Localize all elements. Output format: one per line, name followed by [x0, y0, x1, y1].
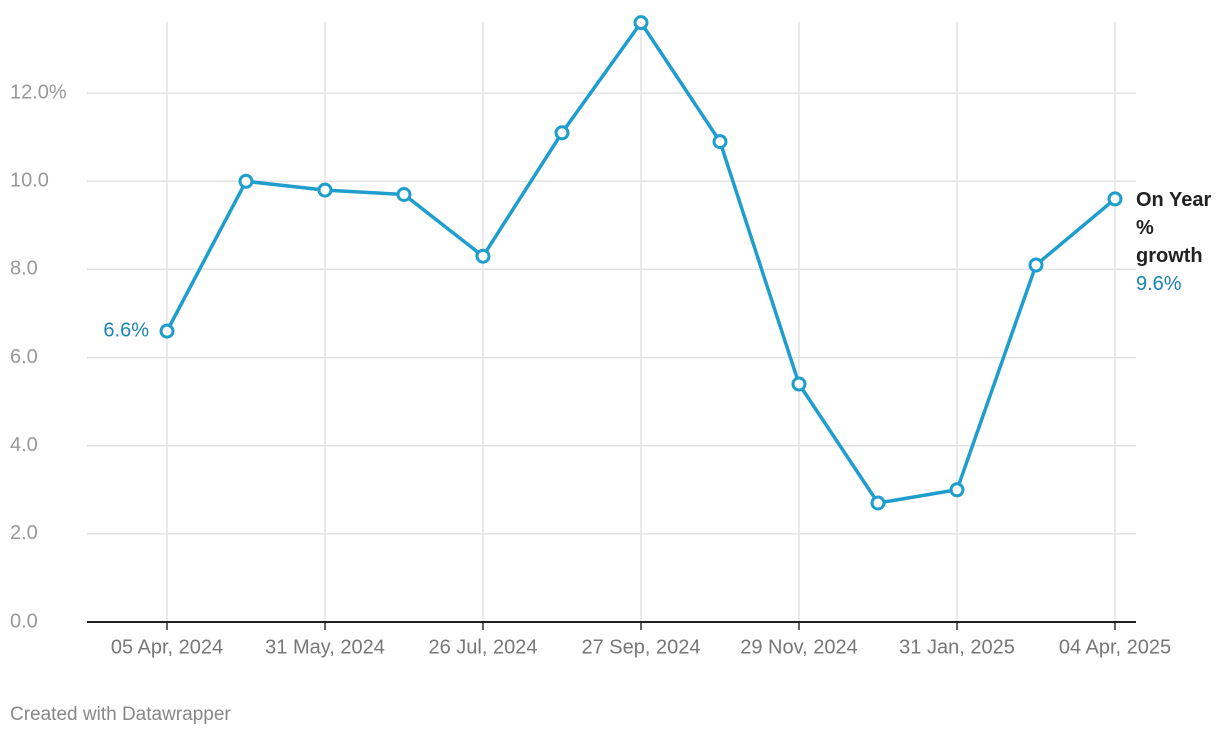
- footer: Created with Datawrapper: [10, 704, 231, 725]
- point: [712, 134, 728, 150]
- end-value-label: 9.6%: [1136, 273, 1182, 295]
- point: [317, 182, 333, 198]
- point: [475, 248, 491, 264]
- point: [949, 482, 965, 498]
- legend: On Year % growth 9.6%: [1136, 186, 1218, 298]
- x-tick-label: 27 Sep, 2024: [582, 636, 701, 658]
- y-tick-label: 0.0: [10, 610, 38, 632]
- point: [396, 187, 412, 203]
- point: [1028, 257, 1044, 273]
- value-label: 6.6%: [103, 319, 149, 341]
- x-tick-label: 05 Apr, 2024: [111, 636, 223, 658]
- point: [791, 376, 807, 392]
- x-tick-label: 31 May, 2024: [265, 636, 385, 658]
- x-tick-label: 29 Nov, 2024: [740, 636, 858, 658]
- y-tick-label: 12.0%: [10, 81, 67, 103]
- point: [554, 125, 570, 141]
- point: [238, 173, 254, 189]
- y-tick-label: 8.0: [10, 258, 38, 280]
- point: [633, 15, 649, 31]
- y-tick-label: 6.0: [10, 346, 38, 368]
- point: [159, 323, 175, 339]
- x-tick-label: 04 Apr, 2025: [1059, 636, 1171, 658]
- point: [870, 495, 886, 511]
- y-tick-label: 10.0: [10, 170, 49, 192]
- x-tick-label: 31 Jan, 2025: [899, 636, 1015, 658]
- y-tick-label: 2.0: [10, 522, 38, 544]
- series-label: On Year % growth: [1136, 189, 1212, 267]
- point: [1107, 191, 1123, 207]
- x-tick-label: 26 Jul, 2024: [429, 636, 538, 658]
- y-tick-label: 4.0: [10, 434, 38, 456]
